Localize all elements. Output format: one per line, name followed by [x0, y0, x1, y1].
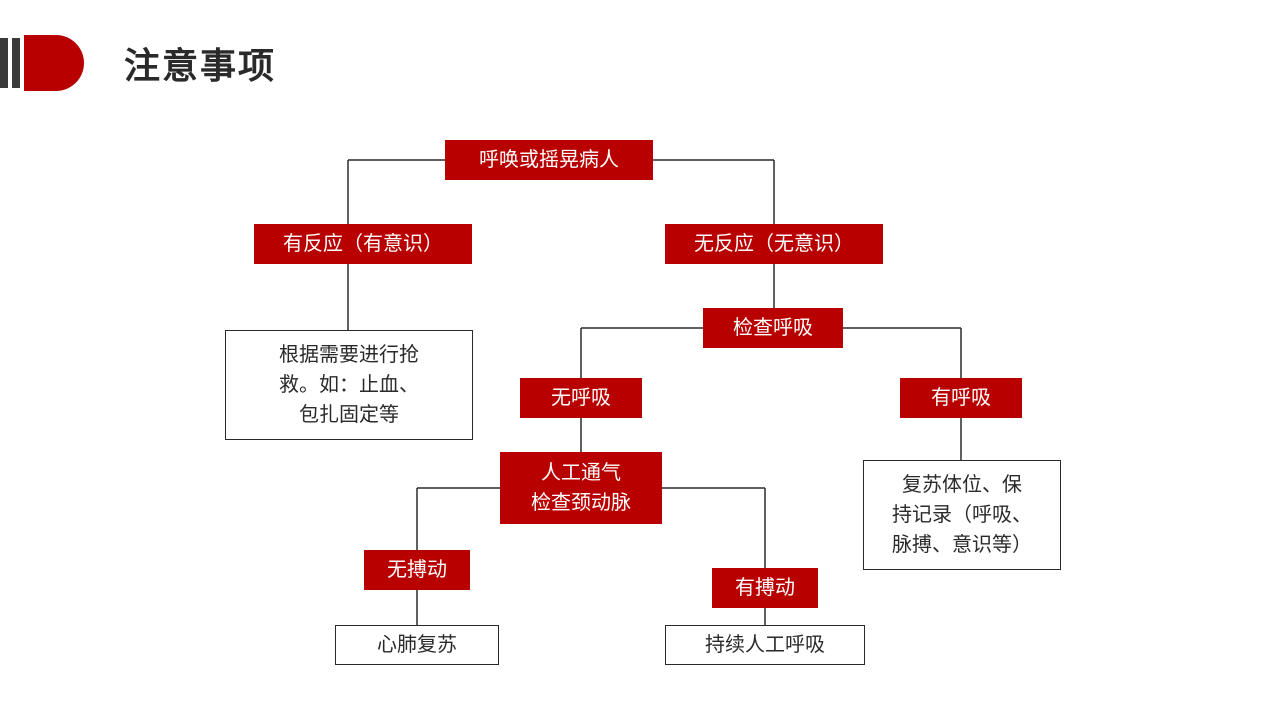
header-accent-bar [0, 38, 8, 88]
flowchart-node: 检查呼吸 [703, 308, 843, 348]
flowchart-diagram: 呼唤或摇晃病人有反应（有意识） 无反应（无意识） 根据需要进行抢救。如：止血、包扎固… [0, 130, 1280, 720]
flowchart-node: 无呼吸 [520, 378, 642, 418]
header-accent-shape [24, 35, 84, 91]
flowchart-node: 人工通气检查颈动脉 [500, 452, 662, 524]
flowchart-node: 心肺复苏 [335, 625, 499, 665]
flowchart-node: 有呼吸 [900, 378, 1022, 418]
page-header: 注意事项 [0, 35, 276, 91]
flowchart-node: 根据需要进行抢救。如：止血、包扎固定等 [225, 330, 473, 440]
flowchart-edges [0, 130, 1280, 720]
header-accent-bar [12, 38, 20, 88]
flowchart-node: 无反应（无意识） [665, 224, 883, 264]
flowchart-node: 复苏体位、保持记录（呼吸、脉搏、意识等） [863, 460, 1061, 570]
flowchart-node: 呼唤或摇晃病人 [445, 140, 653, 180]
flowchart-node: 无搏动 [364, 550, 470, 590]
flowchart-node: 有反应（有意识） [254, 224, 472, 264]
flowchart-node: 持续人工呼吸 [665, 625, 865, 665]
page-title: 注意事项 [124, 37, 276, 89]
flowchart-node: 有搏动 [712, 568, 818, 608]
